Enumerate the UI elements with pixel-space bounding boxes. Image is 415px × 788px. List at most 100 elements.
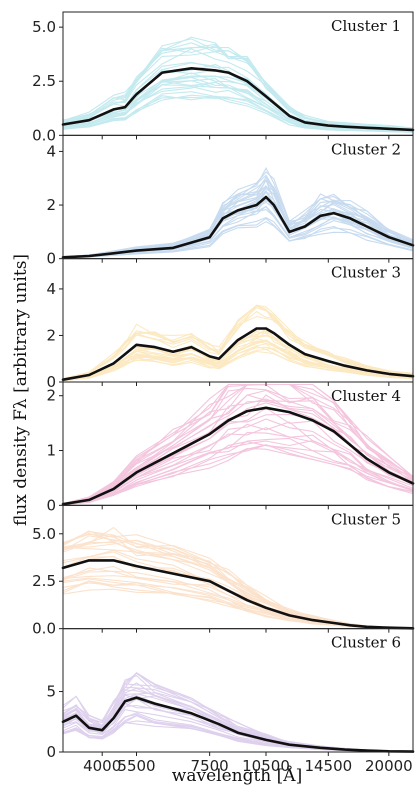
panel-1-traces bbox=[62, 36, 414, 133]
x-axis-label: wavelength [Å] bbox=[172, 765, 302, 786]
panel-1-trace bbox=[62, 96, 414, 133]
panel-3-y-tick-label: 4 bbox=[46, 280, 56, 298]
panel-3-y-tick-label: 0 bbox=[46, 373, 56, 391]
panel-3-trace bbox=[62, 345, 414, 382]
panel-1-trace bbox=[62, 80, 414, 132]
panel-1-trace bbox=[62, 81, 414, 132]
panel-4-trace bbox=[62, 383, 414, 505]
panel-4-trace bbox=[62, 447, 414, 506]
panel-1-trace bbox=[62, 36, 414, 129]
panel-4-trace bbox=[62, 383, 414, 505]
panel-3-trace bbox=[62, 340, 414, 381]
panel-6-frame bbox=[62, 628, 414, 753]
panel-2-y-tick-label: 2 bbox=[46, 196, 56, 214]
panel-3: 0 2 4 Cluster 3 bbox=[46, 258, 415, 391]
panel-4-traces bbox=[62, 383, 414, 506]
panel-5-traces bbox=[62, 526, 414, 629]
panel-4-y-tick-label: 2 bbox=[46, 387, 56, 405]
panel-4-trace bbox=[62, 398, 414, 505]
x-tick-label: 7500 bbox=[191, 757, 229, 775]
panel-3-trace bbox=[62, 350, 414, 382]
panel-3-y-tick-label: 2 bbox=[46, 326, 56, 344]
panel-3-trace bbox=[62, 331, 414, 381]
panel-4-trace bbox=[62, 437, 414, 506]
panel-1-title: Cluster 1 bbox=[331, 17, 401, 35]
x-tick-label: 10500 bbox=[242, 757, 290, 775]
panel-4-trace bbox=[62, 394, 414, 505]
y-axis-label: flux density Fλ [arbitrary units] bbox=[11, 254, 31, 526]
panel-2-trace bbox=[62, 205, 414, 259]
panel-4-trace bbox=[62, 444, 414, 506]
panel-4-trace bbox=[62, 383, 414, 505]
panel-2-trace bbox=[62, 217, 414, 259]
panel-3-trace bbox=[62, 339, 414, 381]
panel-3-trace bbox=[62, 346, 414, 381]
panel-1-trace bbox=[62, 78, 414, 132]
panel-2-traces bbox=[62, 167, 414, 259]
panel-3-trace bbox=[62, 304, 414, 380]
panel-2-trace bbox=[62, 221, 414, 259]
panel-4-trace bbox=[62, 383, 414, 505]
panel-4-y-tick-label: 1 bbox=[46, 442, 56, 460]
panel-1-trace bbox=[62, 91, 414, 133]
panel-3-trace bbox=[62, 310, 414, 380]
panel-5-y-tick-label: 0.0 bbox=[32, 620, 56, 638]
panel-3-trace bbox=[62, 341, 414, 381]
panel-5-title: Cluster 5 bbox=[331, 510, 401, 528]
panel-3-trace bbox=[62, 307, 414, 380]
panel-4-title: Cluster 4 bbox=[331, 387, 401, 405]
panel-3-trace bbox=[62, 305, 414, 380]
x-tick-label: 5500 bbox=[117, 757, 155, 775]
panel-2-trace bbox=[62, 171, 414, 258]
panel-2-trace bbox=[62, 216, 414, 259]
panel-2-mean-line bbox=[61, 195, 415, 259]
panel-4-mean-line bbox=[61, 406, 415, 506]
panel-4-trace bbox=[62, 427, 414, 505]
panel-4: 0 1 2 Cluster 4 bbox=[46, 381, 415, 514]
panel-1-mean-line bbox=[61, 67, 415, 132]
panel-1-trace bbox=[62, 43, 414, 130]
panel-1: 0.0 2.5 5.0 Cluster 1 bbox=[32, 11, 415, 144]
panel-5-y-tick-label: 5.0 bbox=[32, 525, 56, 543]
panel-4-trace bbox=[62, 444, 414, 506]
panel-4-trace bbox=[62, 421, 414, 506]
panel-1-trace bbox=[62, 81, 414, 132]
panel-3-trace bbox=[62, 340, 414, 381]
panel-1-trace bbox=[62, 48, 414, 130]
panel-4-trace bbox=[62, 387, 414, 505]
panel-5: 0.0 2.5 5.0 Cluster 5 bbox=[32, 504, 415, 638]
panel-2-y-tick-label: 4 bbox=[46, 142, 56, 160]
panel-5-y-tick-label: 2.5 bbox=[32, 572, 56, 590]
panel-1-trace bbox=[62, 45, 414, 130]
panel-2-trace bbox=[62, 179, 414, 258]
panel-1-trace bbox=[62, 50, 414, 129]
panel-1-trace bbox=[62, 76, 414, 132]
x-tick-label: 14500 bbox=[304, 757, 352, 775]
panel-1-y-tick-label: 5.0 bbox=[32, 18, 56, 36]
panel-6-y-tick-label: 5 bbox=[46, 683, 56, 701]
panel-3-trace bbox=[62, 305, 414, 380]
panel-2-trace bbox=[62, 185, 414, 258]
panel-5-mean-line bbox=[61, 559, 415, 630]
panel-2-title: Cluster 2 bbox=[331, 140, 401, 158]
panel-4-trace bbox=[62, 440, 414, 506]
panel-4-trace bbox=[62, 383, 414, 505]
panel-1-trace bbox=[62, 80, 414, 132]
panel-1-y-tick-label: 2.5 bbox=[32, 72, 56, 90]
panel-3-title: Cluster 3 bbox=[331, 264, 401, 282]
panel-6-mean-line bbox=[61, 696, 415, 753]
panel-2-trace bbox=[62, 179, 414, 258]
panel-3-trace bbox=[62, 343, 414, 381]
panel-3-trace bbox=[62, 337, 414, 381]
panel-6-y-tick-label: 0 bbox=[46, 743, 56, 761]
panel-4-trace bbox=[62, 441, 414, 506]
panel-4-trace bbox=[62, 407, 414, 505]
panel-1-y-tick-label: 0.0 bbox=[32, 126, 56, 144]
panel-4-trace bbox=[62, 389, 414, 505]
panel-2-trace bbox=[62, 167, 414, 258]
x-tick-label: 4000 bbox=[83, 757, 121, 775]
panel-4-y-tick-label: 0 bbox=[46, 496, 56, 514]
